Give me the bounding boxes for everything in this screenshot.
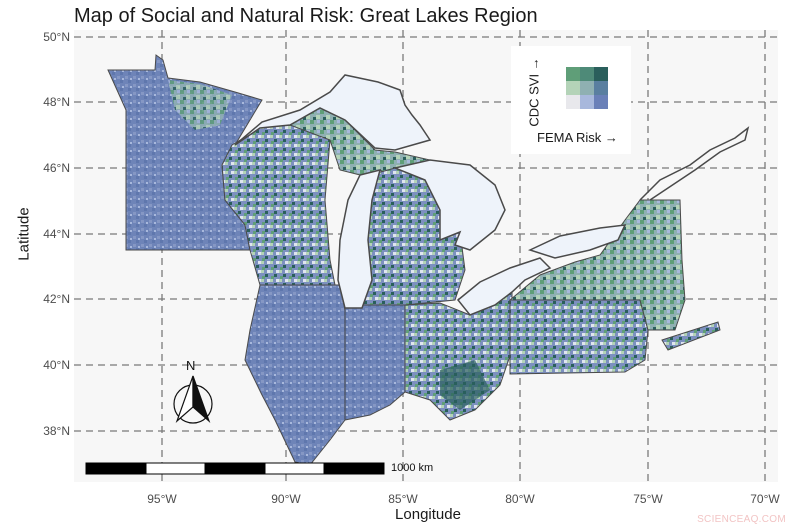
legend-cell: [566, 67, 580, 81]
y-tick-42n: 42°N: [43, 292, 70, 306]
legend-x-label: FEMA Risk →: [537, 130, 618, 145]
region-indiana: [344, 304, 406, 421]
y-tick-38n: 38°N: [43, 424, 70, 438]
legend-cell: [566, 81, 580, 95]
watermark: SCIENCEAQ.COM: [697, 514, 786, 525]
y-tick-50n: 50°N: [43, 30, 70, 44]
x-axis-title: Longitude: [395, 506, 461, 523]
legend-y-label: CDC SVI →: [526, 57, 542, 127]
region-long-island: [661, 321, 721, 351]
legend-cell: [580, 67, 594, 81]
lake-superior: [234, 74, 432, 151]
y-tick-46n: 46°N: [43, 161, 70, 175]
x-tick-75w: 75°W: [633, 492, 663, 506]
x-tick-90w: 90°W: [271, 492, 301, 506]
lake-erie: [456, 257, 552, 316]
lake-michigan: [337, 168, 382, 309]
y-tick-48n: 48°N: [43, 95, 70, 109]
scale-bar-label: 1000 km: [391, 462, 434, 474]
y-axis-title: Latitude: [15, 207, 33, 261]
legend-cell: [594, 81, 608, 95]
north-arrow-icon: [173, 375, 213, 424]
x-tick-85w: 85°W: [388, 492, 418, 506]
legend-cell: [566, 95, 580, 109]
legend-cell: [594, 95, 608, 109]
y-tick-40n: 40°N: [43, 358, 70, 372]
x-tick-70w: 70°W: [750, 492, 780, 506]
legend-cell: [580, 95, 594, 109]
lake-huron: [392, 159, 506, 251]
map-title: Map of Social and Natural Risk: Great La…: [74, 5, 538, 27]
region-illinois: [244, 284, 346, 466]
x-tick-95w: 95°W: [147, 492, 177, 506]
x-tick-80w: 80°W: [505, 492, 535, 506]
scale-bar: [85, 462, 385, 475]
lake-ontario: [527, 224, 627, 259]
legend-cell: [594, 67, 608, 81]
region-new-york: [508, 199, 686, 331]
legend-cell: [580, 81, 594, 95]
region-pennsylvania: [509, 299, 649, 375]
bivariate-legend-grid: [566, 67, 608, 109]
y-tick-44n: 44°N: [43, 227, 70, 241]
north-label: N: [186, 358, 196, 373]
